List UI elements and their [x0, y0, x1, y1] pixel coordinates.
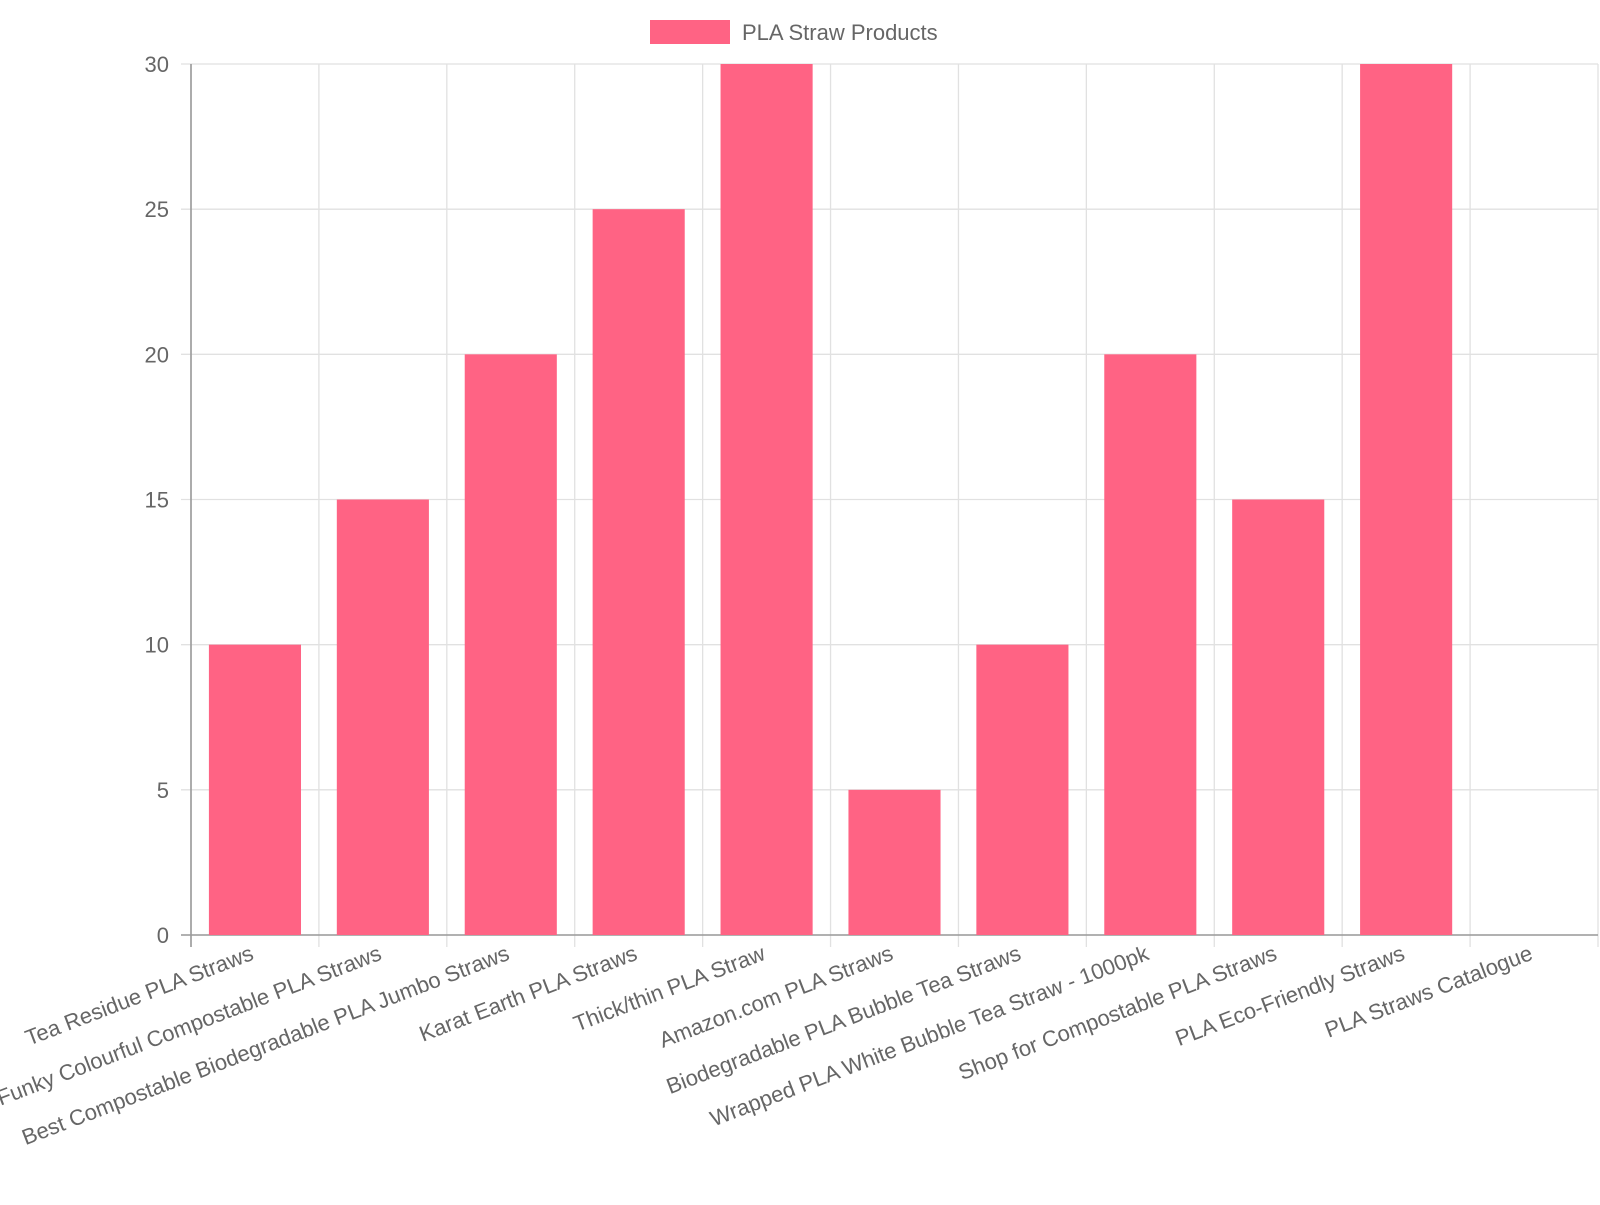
x-tick-label: PLA Straws Catalogue: [1321, 940, 1535, 1042]
x-tick-label: Best Compostable Biodegradable PLA Jumbo…: [18, 940, 512, 1150]
legend[interactable]: PLA Straw Products: [650, 20, 938, 45]
bars: [208, 64, 1453, 936]
bar[interactable]: [976, 644, 1069, 935]
bar[interactable]: [1104, 354, 1197, 935]
y-tick-label: 5: [157, 778, 169, 803]
y-tick-label: 10: [145, 633, 169, 658]
y-tick-label: 30: [145, 52, 169, 77]
y-tick-labels: 0 5 10 15 20 25 30: [145, 52, 169, 948]
y-tick-label: 20: [145, 342, 169, 367]
bar[interactable]: [336, 499, 429, 936]
legend-swatch: [650, 20, 730, 44]
bar[interactable]: [1232, 499, 1325, 936]
grid: [181, 63, 1599, 947]
x-tick-label: Karat Earth PLA Straws: [416, 940, 641, 1046]
y-tick-label: 25: [145, 197, 169, 222]
y-tick-label: 0: [157, 923, 169, 948]
bar[interactable]: [848, 789, 941, 935]
bar[interactable]: [720, 64, 813, 935]
bar[interactable]: [208, 644, 302, 935]
bar[interactable]: [1360, 64, 1453, 935]
x-tick-label: PLA Eco-Friendly Straws: [1172, 940, 1408, 1051]
legend-label: PLA Straw Products: [742, 20, 938, 45]
bar[interactable]: [464, 354, 557, 935]
y-tick-label: 15: [145, 488, 169, 513]
bar[interactable]: [592, 209, 685, 935]
